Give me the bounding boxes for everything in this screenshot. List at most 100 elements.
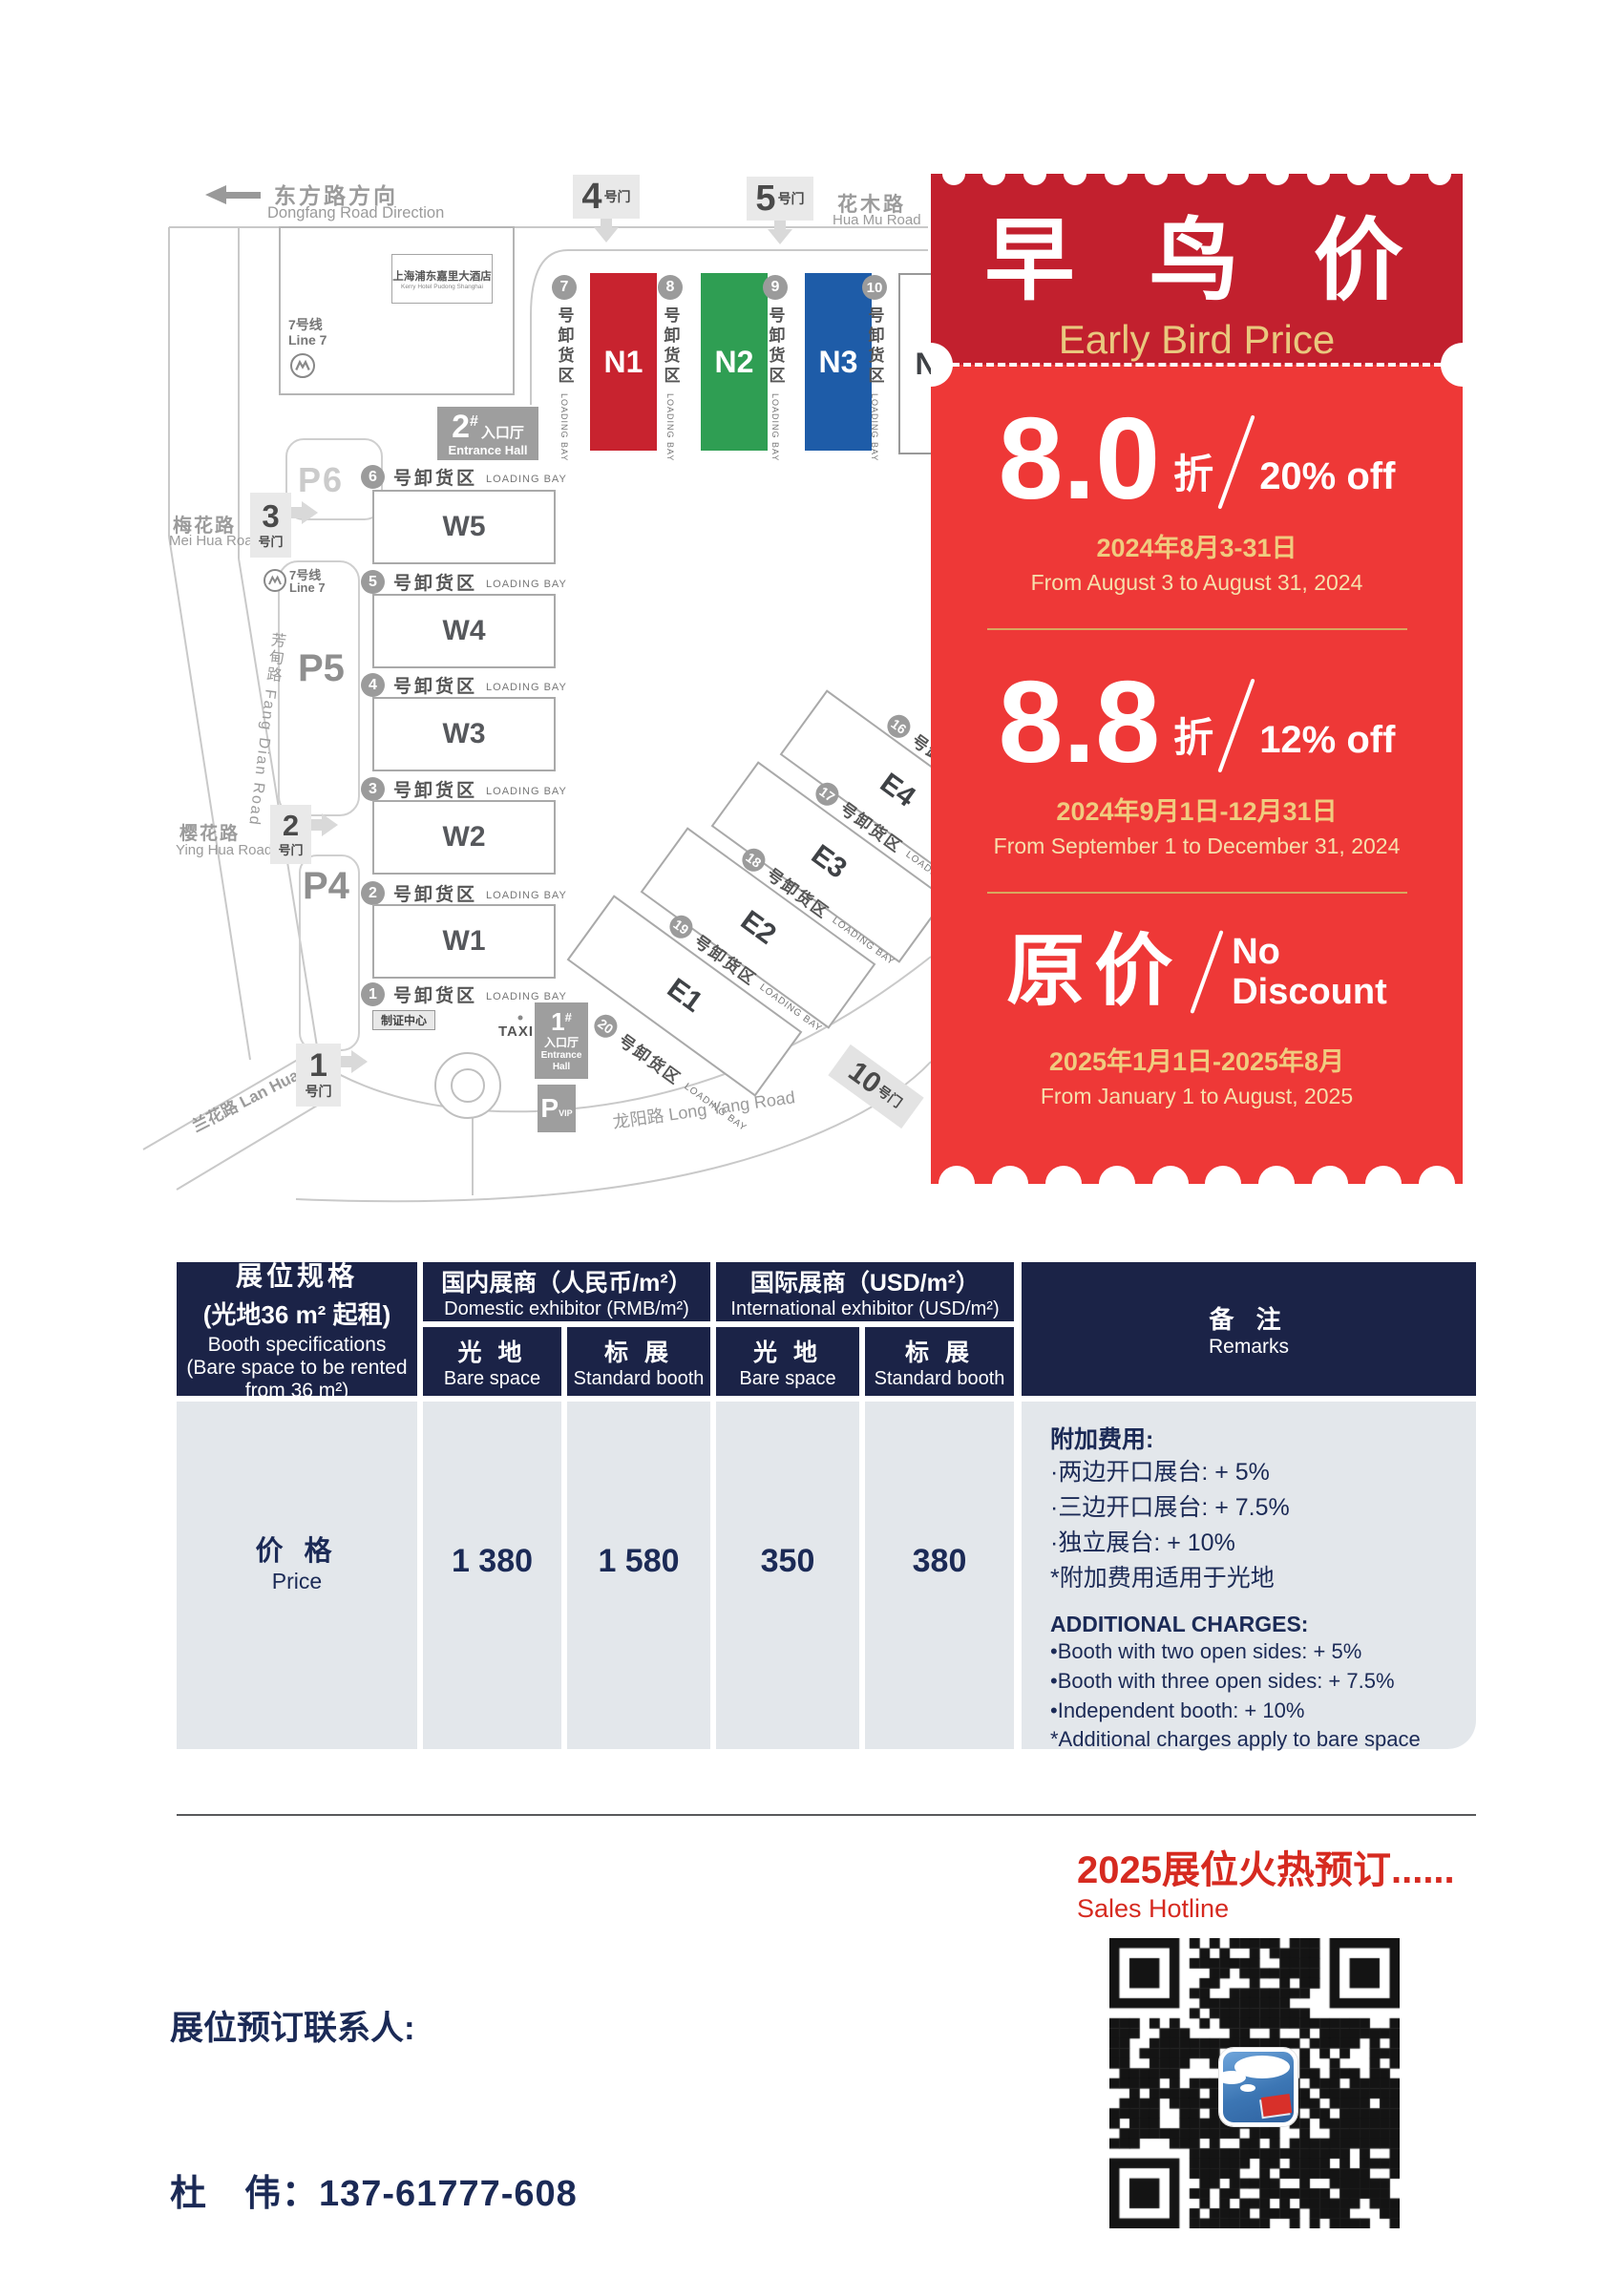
ticket-bottom-scallops — [931, 1166, 1463, 1184]
bay-1-number: 1 — [361, 982, 385, 1006]
metro-line7-2-en: Line 7 — [289, 580, 326, 595]
tier-1-percent: 20% off — [1259, 455, 1396, 498]
gate-4-number: 4 — [581, 177, 602, 217]
parking-vip: P VIP — [538, 1085, 576, 1132]
bay-2-label-cn: 号卸货区 — [393, 885, 478, 905]
bay-8-label-en: LOADING BAY — [665, 393, 675, 462]
gate-3-number: 3 — [262, 498, 280, 534]
tier-3-line2: Discount — [1232, 972, 1387, 1013]
table-header-spec: 展位规格 (光地36 m² 起租) Booth specifications (… — [177, 1261, 417, 1402]
bay-9-number: 9 — [763, 275, 788, 300]
metro-line7-label-cn: 7号线 — [288, 317, 323, 332]
gate-2-number: 2 — [282, 809, 300, 842]
bay-3-label-cn: 号卸货区 — [393, 781, 478, 801]
bay-10-label-en: LOADING BAY — [870, 393, 879, 462]
bay-1-label-cn: 号卸货区 — [393, 986, 478, 1006]
loading-bay-1: 1 号卸货区 LOADING BAY — [361, 981, 567, 1007]
bay-6-label-cn: 号卸货区 — [393, 469, 478, 489]
bay-3-number: 3 — [361, 777, 385, 801]
ticket-notch-right — [1441, 343, 1463, 387]
tier-1-date-en: From August 3 to August 31, 2024 — [1030, 570, 1363, 596]
bay-8-label-cn: 号卸货区 — [661, 306, 680, 387]
bay-6-number: 6 — [361, 465, 385, 489]
bare-dom-en: Bare space — [443, 1367, 541, 1389]
bare-dom-cn: 光 地 — [457, 1339, 527, 1366]
table-sub-bare-intl: 光 地 Bare space — [716, 1327, 859, 1396]
domestic-en: Domestic exhibitor (RMB/m²) — [444, 1297, 689, 1319]
bay-5-label-en: LOADING BAY — [486, 579, 567, 590]
loading-bay-3: 3 号卸货区 LOADING BAY — [361, 776, 567, 802]
entrance-1-number: 1 — [551, 1007, 565, 1036]
table-group-domestic: 国内展商（人民币/m²） Domestic exhibitor (RMB/m²) — [423, 1262, 710, 1321]
ticket-divider — [940, 363, 1453, 367]
spec-line2: (光地36 m² 起租) — [202, 1300, 391, 1329]
ticket-title-en: Early Bird Price — [1058, 317, 1336, 362]
parking-p5: P5 — [298, 647, 345, 689]
bay-4-number: 4 — [361, 673, 385, 697]
entrance-2-en: Entrance Hall — [448, 442, 528, 457]
gate-4-suffix: 号门 — [603, 189, 631, 204]
gate-4-arrow-icon — [594, 219, 619, 243]
metro-icon — [290, 353, 315, 378]
tier-2-unit: 折 — [1173, 715, 1214, 761]
remarks-en: Remarks — [1208, 1335, 1289, 1358]
hall-n1: N1 — [590, 273, 657, 451]
road-dongfang-en: Dongfang Road Direction — [267, 204, 445, 221]
tier-2-date-en: From September 1 to December 31, 2024 — [993, 833, 1401, 859]
ticket-header: 早 鸟 价 Early Bird Price — [931, 174, 1463, 365]
bay-7-label-cn: 号卸货区 — [555, 306, 574, 387]
table-sub-bare-dom: 光 地 Bare space — [423, 1327, 561, 1396]
table-cell-remarks: 附加费用: ·两边开口展台: + 5% ·三边开口展台: + 7.5% ·独立展… — [1022, 1402, 1476, 1751]
std-intl-en: Standard booth — [874, 1367, 1005, 1389]
spec-line1: 展位规格 — [235, 1261, 358, 1291]
tier-2-percent: 12% off — [1259, 719, 1396, 762]
kerry-hotel-label: 上海浦东嘉里大酒店 Kerry Hotel Pudong Shanghai — [391, 254, 493, 304]
gate-2: 2 号门 — [270, 805, 311, 864]
bay-3-label-en: LOADING BAY — [486, 786, 567, 797]
bay-7-number: 7 — [552, 275, 577, 300]
tier-2: 8.8 折 12% off — [931, 664, 1463, 780]
contact-phone[interactable]: 杜 伟：137-61777-608 — [170, 2174, 578, 2214]
bay-5-label-cn: 号卸货区 — [393, 574, 478, 594]
table-cell-value-3: 350 — [716, 1402, 859, 1749]
gold-rule-1 — [986, 628, 1407, 631]
hall-w5: W5 — [372, 490, 556, 564]
tier-1-discount: 8.0 — [998, 393, 1161, 523]
price-en: Price — [271, 1568, 323, 1593]
table-cell-value-4: 380 — [865, 1402, 1014, 1749]
hall-w4: W4 — [372, 594, 556, 668]
bay-10-number: 10 — [862, 275, 887, 300]
gate-4: 4 号门 — [573, 175, 640, 219]
hall-w2: W2 — [372, 800, 556, 875]
gate-3: 3 号门 — [250, 493, 291, 558]
bay-4-label-cn: 号卸货区 — [393, 677, 478, 697]
gate-5-number: 5 — [755, 179, 776, 219]
entrance-2-hash: # — [470, 412, 478, 430]
price-cn: 价 格 — [255, 1535, 339, 1567]
gate-3-suffix: 号门 — [258, 535, 284, 549]
entrance-2-cn: 入口厅 — [480, 424, 524, 441]
gold-rule-2 — [986, 892, 1407, 895]
bay-10-label-cn: 号卸货区 — [865, 306, 884, 387]
remarks-en-item-4: *Additional charges apply to bare space — [1050, 1727, 1421, 1752]
sales-hotline-label: Sales Hotline — [1077, 1894, 1230, 1923]
entrance-1-hash: # — [564, 1010, 572, 1024]
domestic-cn: 国内展商（人民币/m²） — [441, 1269, 692, 1297]
value-intl-std: 380 — [912, 1542, 967, 1579]
loading-bay-9: 9 号卸货区 LOADING BAY — [762, 275, 789, 461]
parking-vip-p: P — [540, 1093, 559, 1123]
value-domestic-bare: 1 380 — [451, 1542, 534, 1579]
entrance-1-cn: 入口厅 — [543, 1036, 579, 1049]
table-group-international: 国际展商（USD/m²） International exhibitor (US… — [716, 1262, 1014, 1321]
remarks-cn-item-1: ·两边开口展台: + 5% — [1050, 1459, 1270, 1486]
tier-1: 8.0 折 20% off — [931, 393, 1463, 523]
gate-1-arrow-icon — [341, 1050, 368, 1073]
tier-3-label: 原价 — [1006, 928, 1183, 1016]
table-sub-std-intl: 标 展 Standard booth — [865, 1327, 1014, 1396]
remarks-cn-item-3: ·独立展台: + 10% — [1050, 1529, 1235, 1556]
std-dom-cn: 标 展 — [604, 1339, 673, 1366]
gate-5-suffix: 号门 — [777, 191, 805, 206]
hall-w1: W1 — [372, 904, 556, 979]
remarks-cn-item-2: ·三边开口展台: + 7.5% — [1050, 1494, 1290, 1521]
bay-9-label-en: LOADING BAY — [770, 393, 780, 462]
